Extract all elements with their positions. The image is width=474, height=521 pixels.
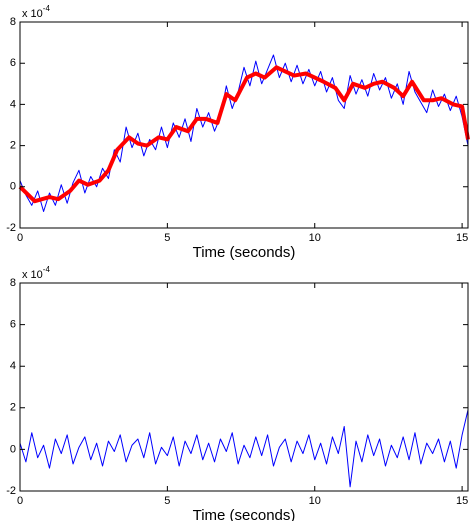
x-tick-label: 15: [456, 495, 468, 507]
y-tick-label: 4: [10, 98, 16, 110]
y-tick-label: 4: [10, 360, 16, 372]
y-multiplier: x 10-4: [22, 4, 50, 20]
y-tick-label: 0: [10, 443, 16, 455]
y-tick-label: -2: [6, 222, 16, 234]
x-tick-label: 0: [17, 495, 23, 507]
axes-box: [19, 21, 469, 229]
y-tick-label: 6: [10, 319, 16, 331]
y-multiplier-exponent: -4: [43, 265, 51, 274]
data-line: [19, 409, 469, 488]
plot-area: [20, 22, 468, 228]
y-tick-label: 2: [10, 140, 16, 152]
y-tick-label: 8: [10, 277, 16, 289]
x-axis-label: Time (seconds): [193, 507, 296, 521]
x-tick-label: 5: [164, 232, 170, 244]
y-tick-label: 8: [10, 16, 16, 28]
y-tick-label: 6: [10, 57, 16, 69]
x-tick-label: 5: [164, 495, 170, 507]
data-line: [18, 65, 470, 204]
y-tick-label: 2: [10, 402, 16, 414]
x-tick-label: 10: [309, 232, 321, 244]
y-multiplier-base: x 10: [22, 269, 43, 281]
x-tick-label: 15: [456, 232, 468, 244]
y-tick-label: -2: [6, 485, 16, 497]
y-tick-label: 0: [10, 181, 16, 193]
plot-area: [20, 283, 468, 491]
x-tick-label: 10: [309, 495, 321, 507]
y-multiplier-base: x 10: [22, 8, 43, 20]
axes-box: [19, 282, 469, 492]
y-multiplier-exponent: -4: [43, 4, 51, 13]
x-axis-label: Time (seconds): [193, 244, 296, 261]
x-tick-label: 0: [17, 232, 23, 244]
y-multiplier: x 10-4: [22, 265, 50, 281]
